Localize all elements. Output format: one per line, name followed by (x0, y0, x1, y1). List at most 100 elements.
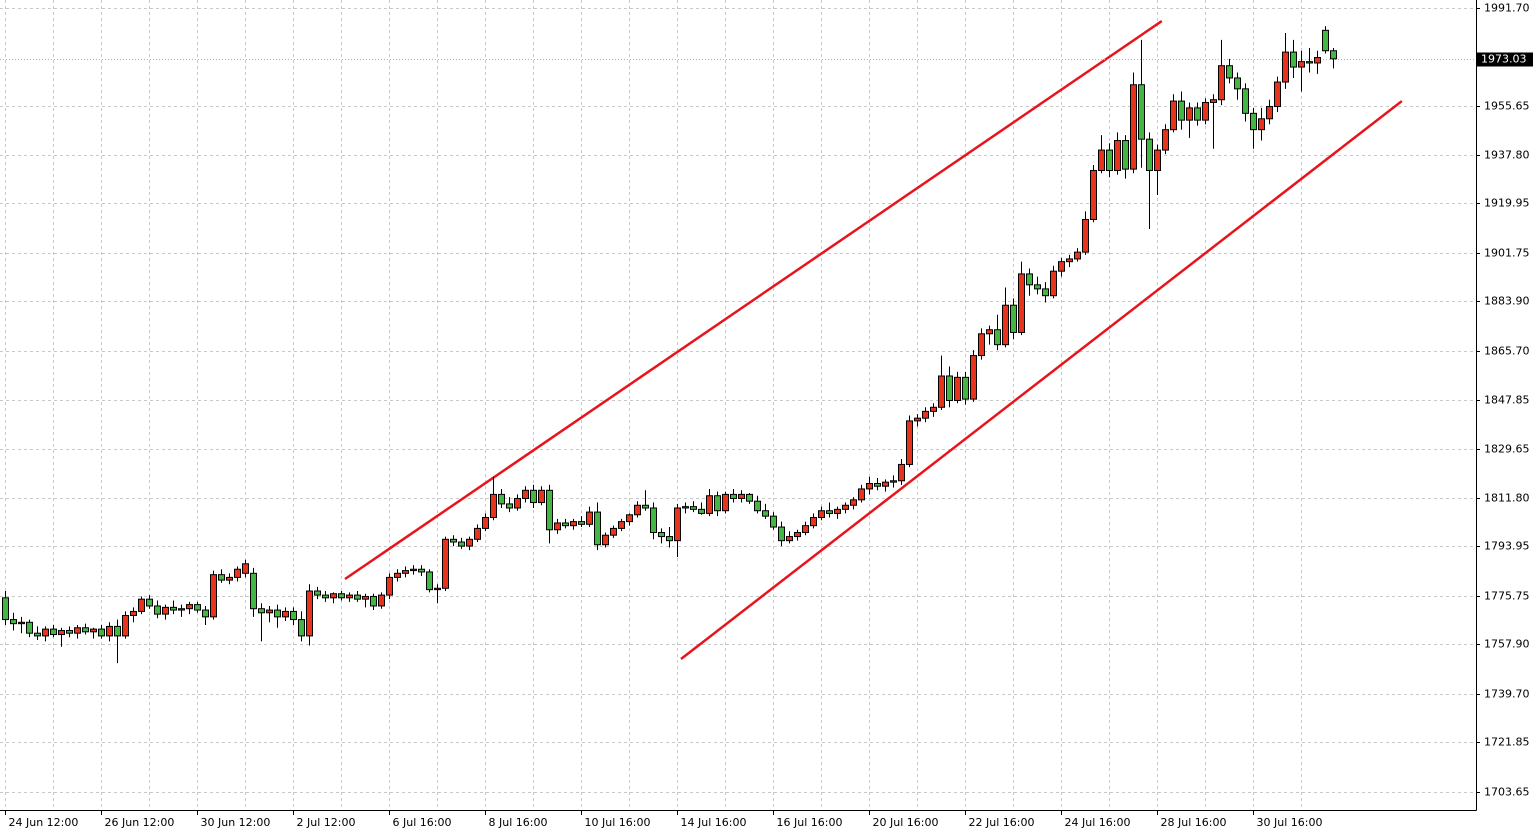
candle-body (1026, 273, 1033, 286)
x-tick-label: 8 Jul 16:00 (489, 816, 548, 829)
y-tick-label: 1829.65 (1484, 443, 1530, 456)
candle-body (1242, 88, 1249, 114)
candle-body (882, 481, 889, 487)
y-tick-label: 1775.75 (1484, 590, 1530, 603)
y-tick-label: 1937.80 (1484, 149, 1530, 162)
candle-body (1306, 61, 1313, 64)
x-tick-label: 2 Jul 12:00 (297, 816, 356, 829)
candle-body (210, 574, 217, 618)
candle-body (346, 594, 353, 599)
candle-body (802, 525, 809, 533)
candle-body (1282, 51, 1289, 83)
x-tick-label: 20 Jul 16:00 (873, 816, 939, 829)
candle-body (2, 597, 9, 621)
candle-body (98, 628, 105, 637)
candle-body (58, 629, 65, 636)
candle-body (786, 536, 793, 542)
candle-body (738, 493, 745, 499)
candle-body (234, 568, 241, 578)
candle-body (1042, 288, 1049, 297)
candle-body (178, 608, 185, 611)
candle-body (826, 510, 833, 514)
candle-body (378, 594, 385, 607)
candle-body (1002, 304, 1009, 346)
candle-body (34, 632, 41, 637)
candle-body (922, 410, 929, 419)
candle-body (1178, 100, 1185, 121)
candle-body (90, 628, 97, 633)
candle-body (1314, 57, 1321, 64)
y-tick-label: 1793.95 (1484, 540, 1530, 553)
candle-body (426, 571, 433, 591)
candle-body (818, 510, 825, 519)
candle-body (1298, 61, 1305, 68)
candle-body (434, 587, 441, 591)
candle-body (674, 507, 681, 542)
y-tick-label: 1703.65 (1484, 786, 1530, 799)
candle-body (642, 504, 649, 509)
candle-body (850, 499, 857, 506)
candle-body (490, 493, 497, 519)
candle-body (874, 482, 881, 487)
y-tick-label: 1901.75 (1484, 247, 1530, 260)
candle-body (578, 521, 585, 525)
x-tick-label: 22 Jul 16:00 (969, 816, 1035, 829)
y-tick-label: 1721.85 (1484, 736, 1530, 749)
candle-body (554, 522, 561, 531)
candle-body (1234, 77, 1241, 90)
candle-body (586, 511, 593, 525)
candle-body (914, 417, 921, 422)
candle-body (402, 570, 409, 574)
candle-body (1202, 101, 1209, 121)
candle-body (602, 534, 609, 546)
candle-body (330, 593, 337, 599)
candle-body (898, 463, 905, 482)
candle-body (794, 531, 801, 538)
candle-body (1010, 304, 1017, 333)
x-tick-label: 24 Jul 16:00 (1065, 816, 1131, 829)
candle-body (1330, 50, 1337, 60)
candle-body (546, 489, 553, 531)
y-tick-label: 1883.90 (1484, 295, 1530, 308)
candle-body (242, 563, 249, 574)
candle-body (698, 508, 705, 514)
candle-body (946, 375, 953, 401)
candle-body (170, 606, 177, 611)
candle-body (298, 619, 305, 637)
candle-body (154, 605, 161, 615)
candle-body (370, 595, 377, 607)
candle-body (1258, 118, 1265, 131)
candle-body (82, 627, 89, 633)
candle-body (754, 500, 761, 512)
candle-body (458, 541, 465, 547)
candles (2, 26, 1337, 664)
candle-body (282, 610, 289, 618)
candle-body (1074, 251, 1081, 260)
candle-body (202, 609, 209, 618)
candle-body (338, 593, 345, 599)
candle-body (114, 625, 121, 637)
candle-body (138, 598, 145, 612)
candle-body (290, 610, 297, 621)
candle-body (314, 590, 321, 596)
candle-body (682, 506, 689, 509)
candle-body (498, 493, 505, 505)
candle-body (722, 493, 729, 512)
candle-body (122, 615, 129, 637)
y-tick-label: 1955.65 (1484, 100, 1530, 113)
candle-body (1218, 65, 1225, 101)
candle-body (410, 568, 417, 572)
candle-body (514, 497, 521, 509)
candle-body (834, 508, 841, 514)
candle-body (962, 376, 969, 400)
candle-body (1034, 284, 1041, 290)
candle-body (650, 507, 657, 533)
candle-body (778, 526, 785, 542)
candle-body (394, 572, 401, 578)
candle-body (714, 495, 721, 512)
candle-body (690, 506, 697, 510)
candle-body (858, 488, 865, 501)
trend-line (344, 20, 1163, 581)
candle-body (970, 355, 977, 400)
